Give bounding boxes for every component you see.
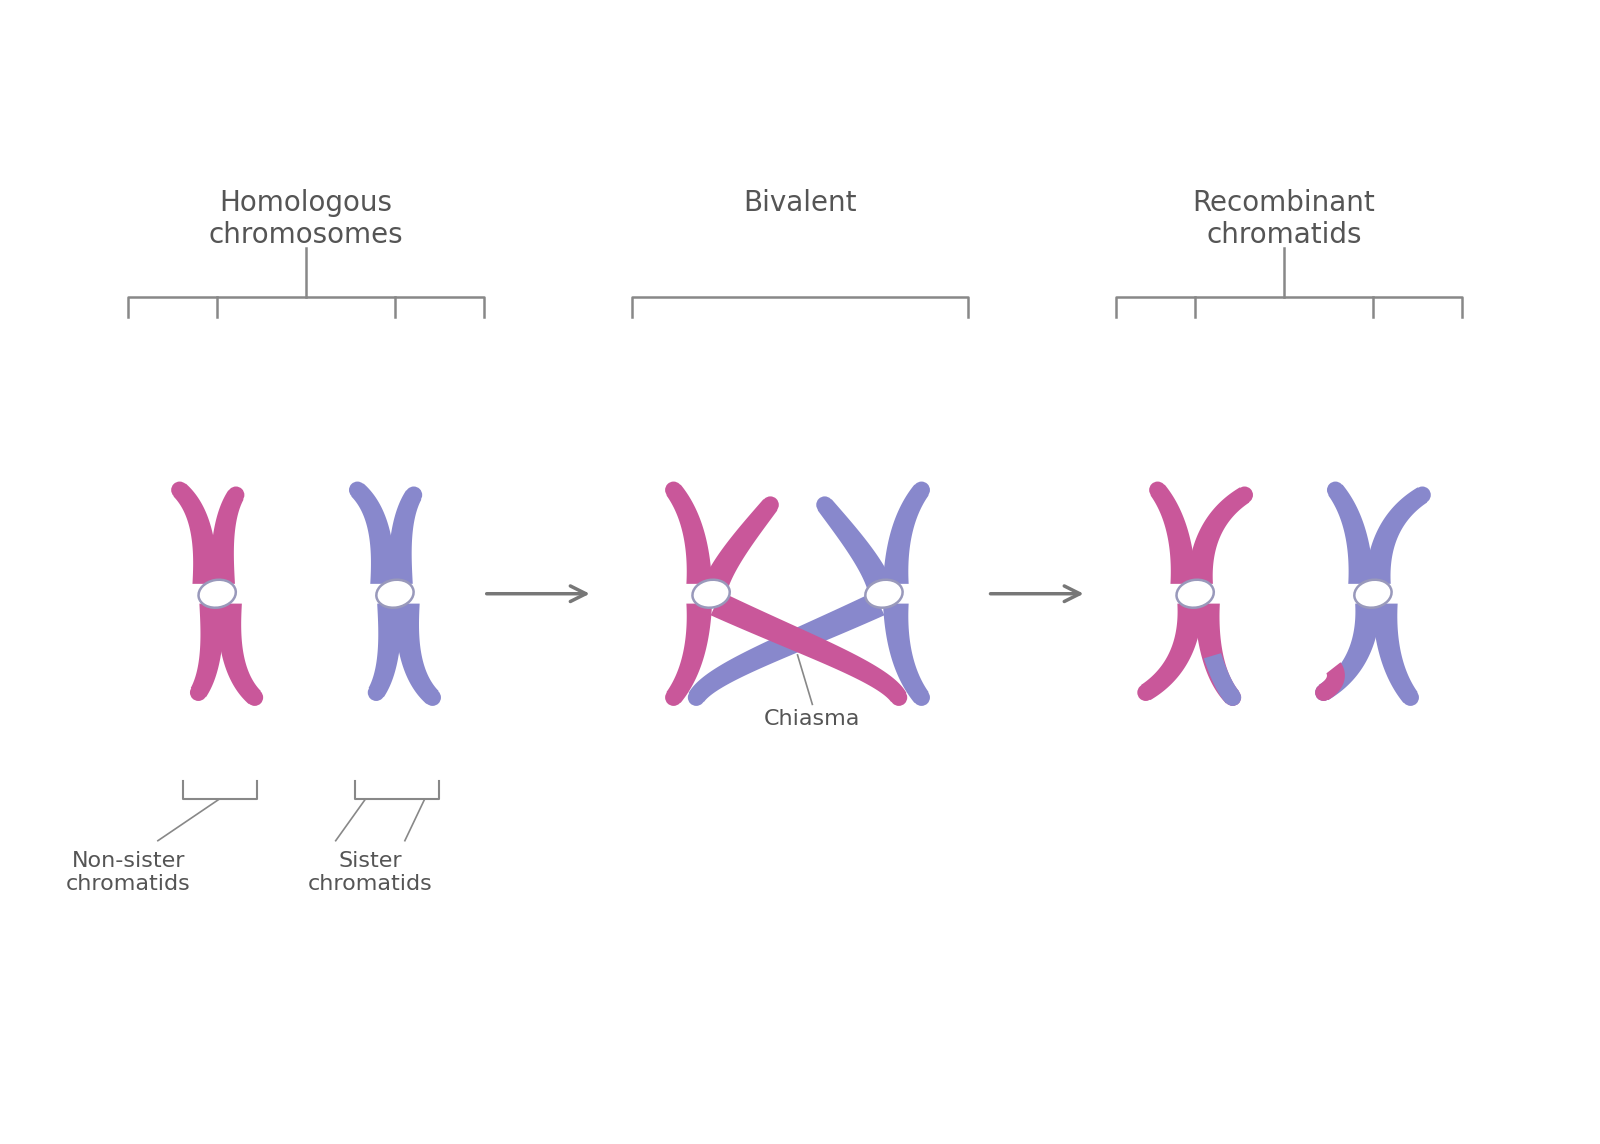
Ellipse shape <box>866 580 902 607</box>
Circle shape <box>349 482 366 499</box>
Polygon shape <box>1150 485 1197 583</box>
Polygon shape <box>667 485 712 583</box>
Circle shape <box>1149 482 1166 499</box>
Circle shape <box>914 689 930 706</box>
Circle shape <box>171 482 189 499</box>
Polygon shape <box>394 604 438 704</box>
Polygon shape <box>883 485 928 583</box>
Polygon shape <box>818 499 891 589</box>
Circle shape <box>1402 689 1419 706</box>
Ellipse shape <box>1354 580 1392 607</box>
Ellipse shape <box>1176 580 1214 607</box>
Circle shape <box>190 684 206 701</box>
Circle shape <box>914 482 930 499</box>
Polygon shape <box>1318 662 1346 700</box>
Text: Non-sister
chromatids: Non-sister chromatids <box>66 851 190 893</box>
Polygon shape <box>1371 604 1418 702</box>
Circle shape <box>246 689 262 706</box>
Polygon shape <box>883 604 928 702</box>
Circle shape <box>227 486 245 503</box>
Circle shape <box>368 684 384 701</box>
Circle shape <box>1224 689 1242 706</box>
Ellipse shape <box>693 580 730 607</box>
Text: Recombinant
chromatids: Recombinant chromatids <box>1192 189 1376 249</box>
Circle shape <box>1138 684 1154 701</box>
Text: Bivalent: Bivalent <box>744 189 856 216</box>
Polygon shape <box>1328 485 1374 583</box>
Circle shape <box>1224 689 1242 706</box>
Circle shape <box>688 689 704 706</box>
Circle shape <box>1237 486 1253 503</box>
Circle shape <box>666 689 682 706</box>
Polygon shape <box>1318 604 1381 700</box>
Circle shape <box>890 689 907 706</box>
Polygon shape <box>210 491 243 583</box>
Circle shape <box>762 496 779 514</box>
Circle shape <box>1315 684 1333 701</box>
Polygon shape <box>1365 487 1427 583</box>
Polygon shape <box>216 604 261 704</box>
Ellipse shape <box>198 580 235 607</box>
Polygon shape <box>352 484 395 583</box>
Polygon shape <box>688 591 885 702</box>
Circle shape <box>816 496 834 514</box>
Circle shape <box>666 482 682 499</box>
Polygon shape <box>667 604 712 702</box>
Polygon shape <box>710 591 907 702</box>
Polygon shape <box>387 491 421 583</box>
Text: Homologous
chromosomes: Homologous chromosomes <box>208 189 403 249</box>
Circle shape <box>1315 684 1333 701</box>
Polygon shape <box>190 604 226 697</box>
Circle shape <box>1414 486 1430 503</box>
Circle shape <box>405 486 422 503</box>
Text: Chiasma: Chiasma <box>765 709 861 730</box>
Polygon shape <box>173 484 218 583</box>
Ellipse shape <box>376 580 414 607</box>
Polygon shape <box>1203 653 1240 704</box>
Polygon shape <box>368 604 403 697</box>
Circle shape <box>424 689 442 706</box>
Circle shape <box>1326 482 1344 499</box>
Polygon shape <box>704 499 778 589</box>
Text: Sister
chromatids: Sister chromatids <box>307 851 432 893</box>
Polygon shape <box>1194 604 1240 704</box>
Polygon shape <box>1141 604 1203 700</box>
Polygon shape <box>1187 487 1250 583</box>
